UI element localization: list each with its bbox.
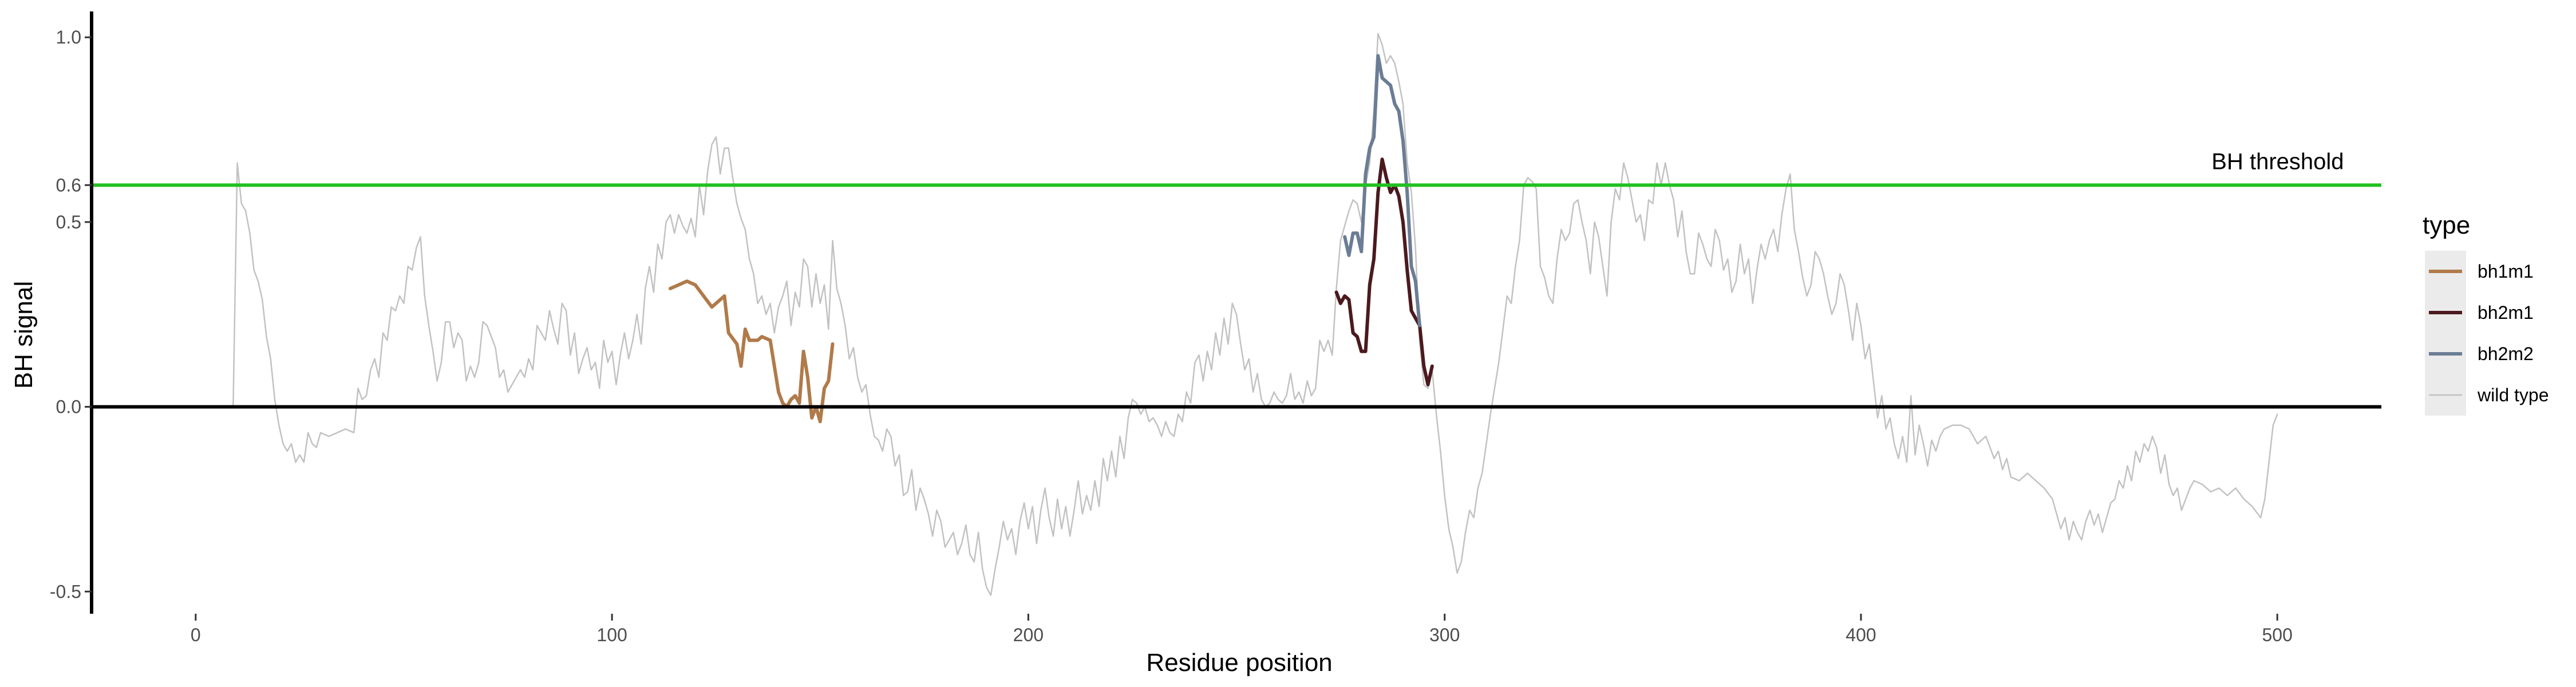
x-ticks: 0 100 200 300 400 500 <box>191 614 2293 645</box>
x-tick-label: 100 <box>596 625 627 645</box>
plot-lines <box>92 33 2381 596</box>
legend: type bh1m1 bh2m1 bh2m2 wild type <box>2423 211 2549 416</box>
series-line-bh2m2 <box>1343 54 1421 327</box>
legend-item-bh2m1: bh2m1 <box>2425 292 2534 333</box>
y-ticks: -0.5 0.0 0.5 0.6 1.0 <box>50 27 92 602</box>
legend-label: bh2m1 <box>2478 302 2534 323</box>
x-tick-label: 300 <box>1429 625 1460 645</box>
x-tick-label: 200 <box>1013 625 1044 645</box>
series-line-bh2m1 <box>1334 157 1434 386</box>
legend-items: bh1m1 bh2m1 bh2m2 wild type <box>2425 251 2549 416</box>
x-tick-label: 400 <box>1846 625 1876 645</box>
legend-label: bh2m2 <box>2478 344 2534 364</box>
x-axis-title: Residue position <box>1146 649 1332 677</box>
x-tick-label: 0 <box>191 625 201 645</box>
legend-item-wild-type: wild type <box>2425 374 2549 416</box>
legend-label: bh1m1 <box>2478 261 2534 282</box>
y-tick-label: 1.0 <box>56 27 81 48</box>
y-tick-label: 0.5 <box>56 212 81 232</box>
legend-title: type <box>2423 211 2470 239</box>
y-axis-title: BH signal <box>10 281 38 389</box>
threshold-label: BH threshold <box>2211 149 2344 174</box>
y-tick-label: -0.5 <box>50 581 81 602</box>
series-line-bh1m1 <box>668 279 835 424</box>
legend-label: wild type <box>2477 385 2549 405</box>
legend-item-bh2m2: bh2m2 <box>2425 333 2534 374</box>
y-tick-label: 0.6 <box>56 175 81 195</box>
x-tick-label: 500 <box>2262 625 2292 645</box>
series-line-wild-type <box>232 33 2278 596</box>
legend-item-bh1m1: bh1m1 <box>2425 251 2534 292</box>
y-tick-label: 0.0 <box>56 397 81 417</box>
